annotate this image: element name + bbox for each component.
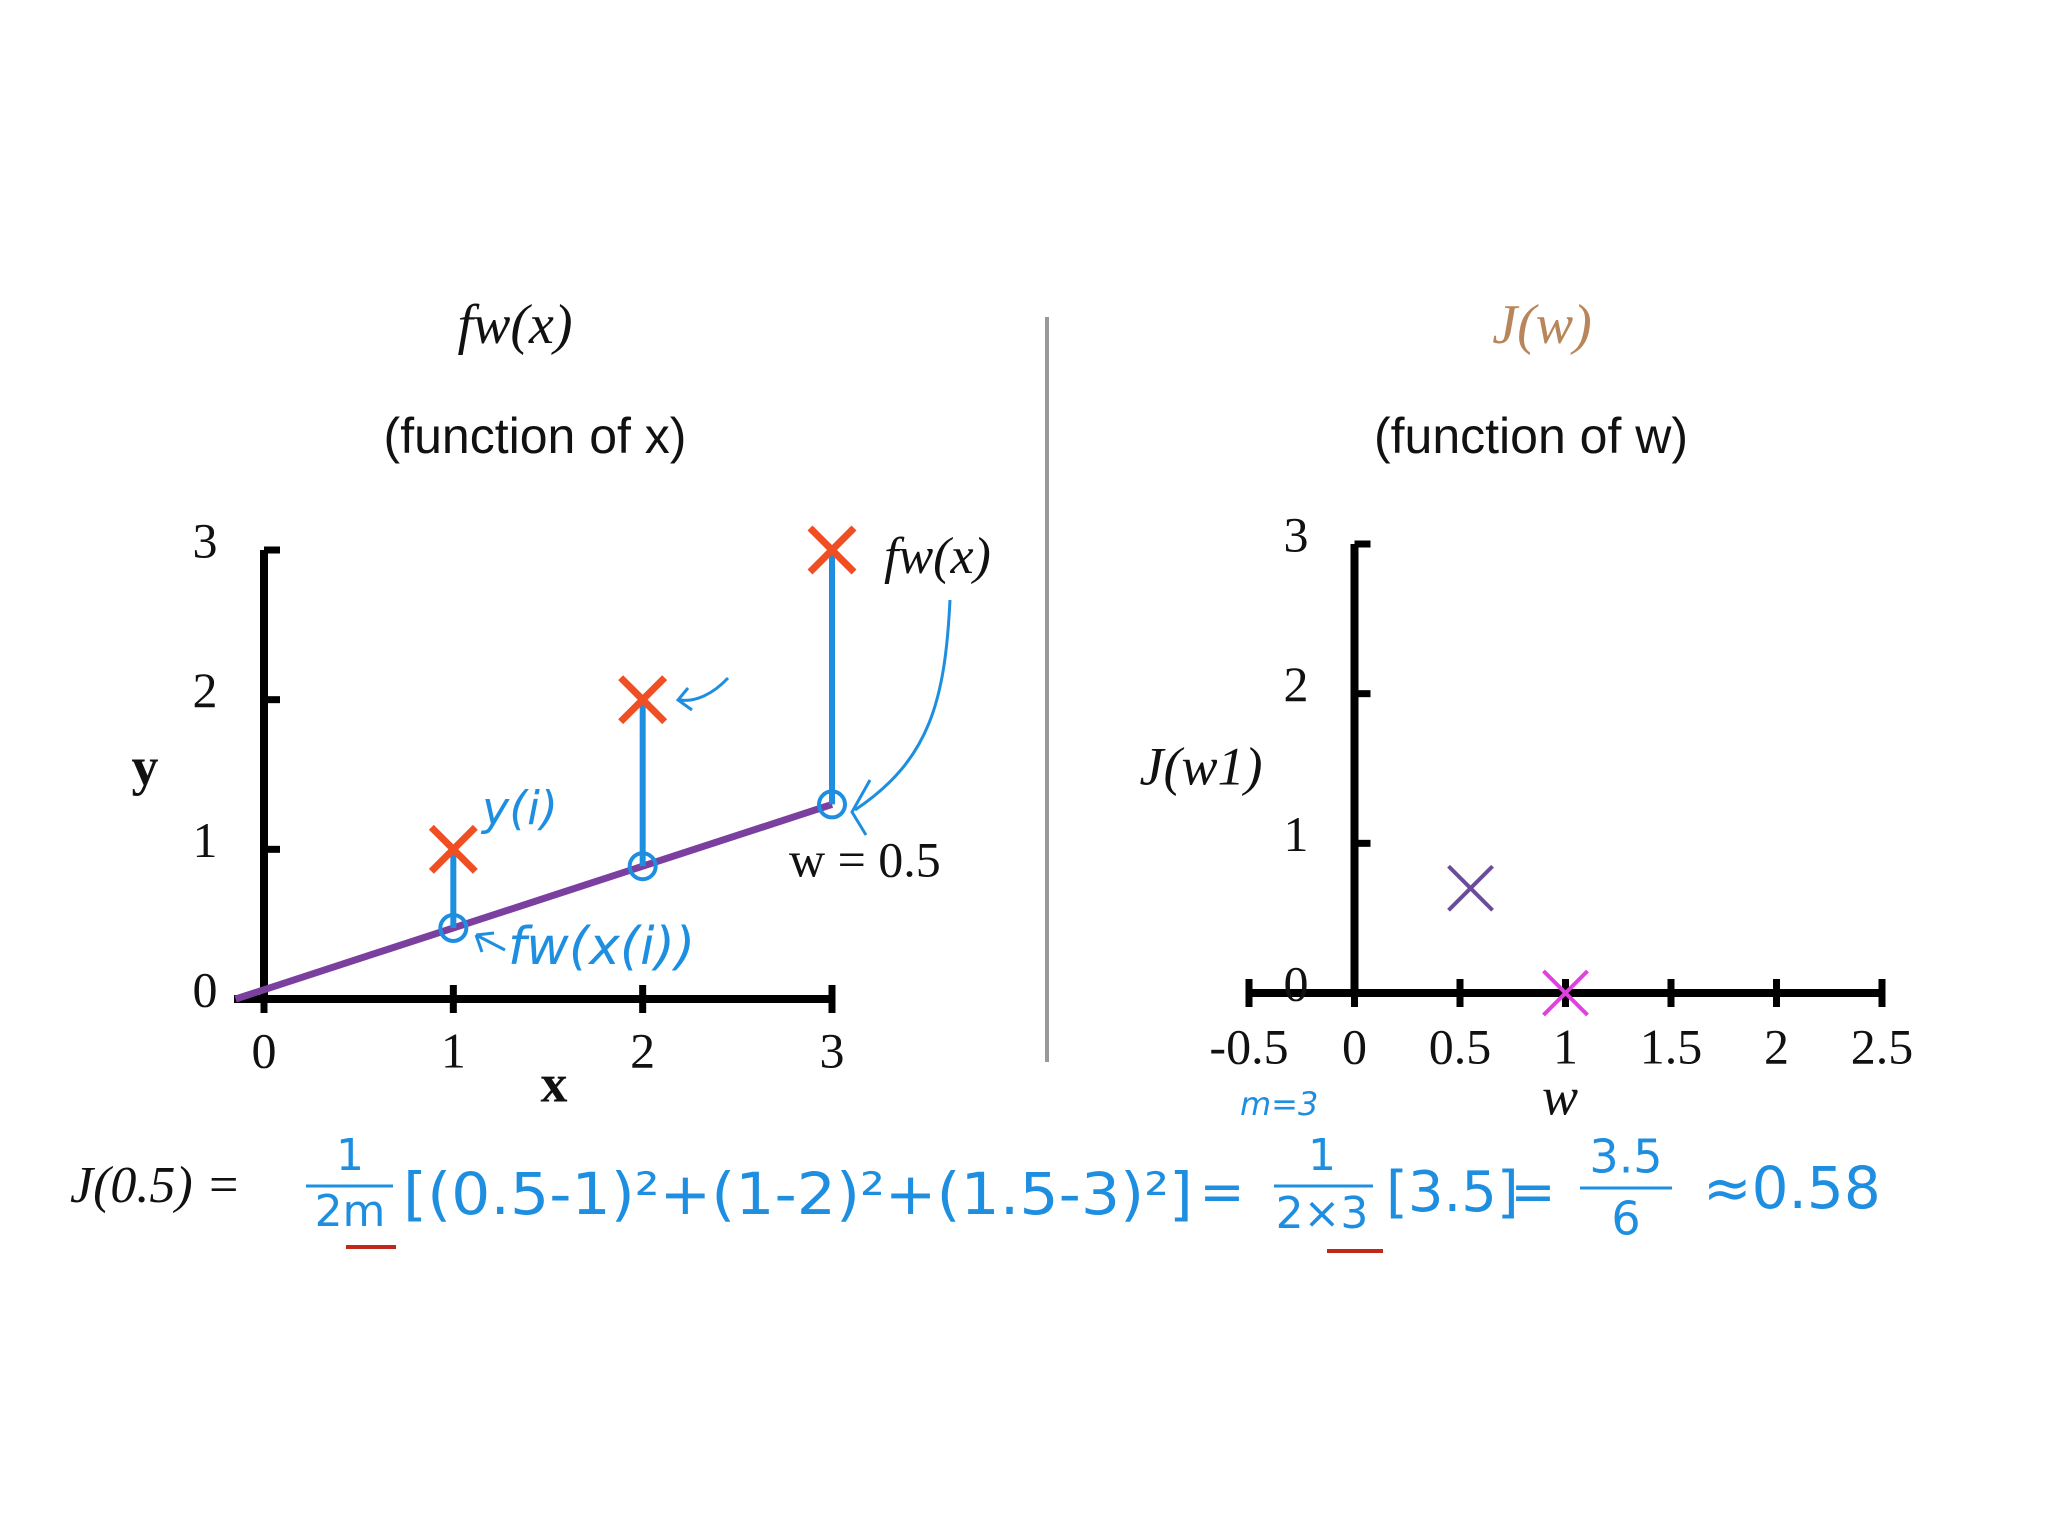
- bracket-expression: [(0.5-1)²+(1-2)²+(1.5-3)²]: [403, 1160, 1193, 1228]
- data-point: [1447, 864, 1494, 912]
- numerator: 1: [336, 1130, 364, 1181]
- x-tick-label: -0.5: [1209, 1018, 1288, 1074]
- equals: =: [1510, 1161, 1555, 1224]
- numerator: 1: [1308, 1130, 1336, 1181]
- annotation: fw(x): [884, 528, 991, 585]
- x-tick-label: 1: [1553, 1018, 1578, 1074]
- bracket-expression: [3.5]: [1386, 1160, 1519, 1225]
- x-tick-label: 2.5: [1851, 1018, 1914, 1074]
- y-axis-label: y: [132, 736, 159, 796]
- x-axis-label: w: [1542, 1066, 1578, 1126]
- y-tick-label: 2: [193, 662, 218, 718]
- note: m=3: [1240, 1085, 1318, 1123]
- denominator: 2m: [315, 1186, 386, 1237]
- arrow: [675, 676, 730, 712]
- y-axis-label: J(w1): [1140, 736, 1263, 796]
- x-tick-label: 0: [252, 1022, 277, 1078]
- chart-title: J(w): [1492, 294, 1592, 356]
- data-point: [428, 824, 478, 874]
- annotation: fw(x(i)): [508, 917, 695, 977]
- annotation: y(i): [480, 782, 558, 836]
- x-tick-label: 2: [1764, 1018, 1789, 1074]
- prediction: [438, 912, 469, 943]
- chart-title: fw(x): [457, 294, 572, 356]
- prediction: [627, 851, 658, 882]
- y-tick-label: 0: [1284, 955, 1309, 1011]
- arrow: [474, 931, 506, 953]
- hypothesis-line: [234, 801, 834, 1003]
- arrow-head: [850, 779, 872, 836]
- chart-subtitle: (function of w): [1374, 408, 1688, 464]
- denominator: 6: [1611, 1192, 1640, 1246]
- x-tick-label: 1.5: [1640, 1018, 1703, 1074]
- x-tick-label: 0: [1342, 1018, 1367, 1074]
- data-point: [1542, 969, 1589, 1017]
- arrow: [854, 599, 952, 812]
- x-tick-label: 1: [441, 1022, 466, 1078]
- numerator: 3.5: [1589, 1130, 1662, 1184]
- x-tick-label: 2: [630, 1022, 655, 1078]
- y-tick-label: 3: [1284, 506, 1309, 562]
- chart-subtitle: (function of x): [384, 408, 687, 464]
- y-tick-label: 1: [193, 812, 218, 868]
- x-tick-label: 3: [820, 1022, 845, 1078]
- denominator: 2×3: [1276, 1188, 1369, 1239]
- y-tick-label: 1: [1284, 806, 1309, 862]
- x-axis-label: x: [541, 1053, 568, 1113]
- data-point: [807, 525, 857, 575]
- annotation: w = 0.5: [789, 831, 941, 887]
- x-tick-label: 0.5: [1429, 1018, 1492, 1074]
- equals: =: [1199, 1161, 1244, 1224]
- equation-lhs: J(0.5) =: [70, 1157, 241, 1214]
- y-tick-label: 2: [1284, 656, 1309, 712]
- y-tick-label: 3: [193, 512, 218, 568]
- data-point: [618, 675, 668, 725]
- result: ≈0.58: [1703, 1154, 1881, 1222]
- prediction: [817, 789, 847, 820]
- y-tick-label: 0: [193, 961, 218, 1017]
